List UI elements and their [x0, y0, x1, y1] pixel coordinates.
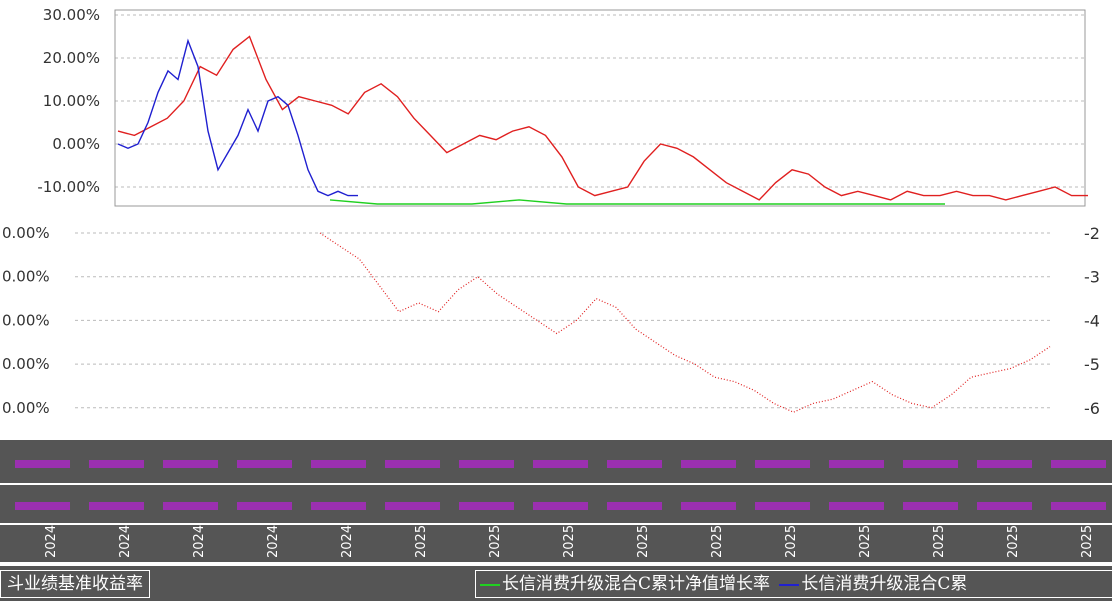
lower-left-tick-label: 0.00% [2, 355, 50, 373]
date-axis-svg: 2024 2024 2024 2024 2024 2025 2025 2025 2025 2025… [0, 460, 1112, 558]
date-axis-label: 2025 [488, 525, 503, 558]
lower-right-tick-label: -5 [1084, 355, 1100, 374]
legend-swatch-green [480, 583, 500, 586]
series-line-0 [117, 35, 1088, 201]
date-axis-label: 2025 [784, 525, 799, 558]
date-band-mark [533, 460, 588, 468]
date-axis-label: 2025 [562, 525, 577, 558]
date-band-mark [15, 502, 70, 510]
lower-left-y-axis: 0.00% 0.00% 0.00% 0.00% 0.00% [2, 224, 50, 417]
date-band-mark [385, 502, 440, 510]
upper-y-axis: 30.00% 20.00% 10.00% 0.00% -10.00% [37, 6, 100, 196]
date-band-mark [977, 460, 1032, 468]
date-band-mark [15, 460, 70, 468]
lower-left-tick-label: 0.00% [2, 268, 50, 286]
date-axis-label: 2025 [636, 525, 651, 558]
date-band-mark [533, 502, 588, 510]
date-band-mark [829, 502, 884, 510]
upper-plot-frame [114, 9, 1086, 207]
lower-right-tick-label: -2 [1084, 224, 1100, 243]
lower-right-tick-label: -3 [1084, 268, 1100, 287]
date-band-mark [311, 460, 366, 468]
date-band-mark [903, 460, 958, 468]
lower-left-tick-label: 0.00% [2, 399, 50, 417]
series-line-2 [329, 199, 945, 205]
date-axis-label: 2025 [1006, 525, 1021, 558]
date-band-mark [385, 460, 440, 468]
date-band-mark [311, 502, 366, 510]
date-axis-label: 2025 [710, 525, 725, 558]
date-band-mark [755, 460, 810, 468]
legend-benchmark-label: 斗业绩基准收益率 [0, 570, 150, 598]
legend-bar: 斗业绩基准收益率 长信消费升级混合C累计净值增长率 长信消费升级混合C累 [0, 566, 1112, 601]
date-band-mark [681, 502, 736, 510]
date-band-mark [903, 502, 958, 510]
date-axis-label: 2025 [858, 525, 873, 558]
series-line-1 [117, 38, 358, 197]
date-band-mark [89, 460, 144, 468]
date-band-mark [1051, 502, 1106, 510]
date-band-mark [237, 502, 292, 510]
date-axis-label: 2025 [932, 525, 947, 558]
date-band-mark [977, 502, 1032, 510]
legend-item-green: 长信消费升级混合C累计净值增长率 [502, 574, 771, 594]
date-band-mark [755, 502, 810, 510]
date-band-mark [681, 460, 736, 468]
date-band-mark [607, 460, 662, 468]
date-axis-label: 2025 [1080, 525, 1095, 558]
date-axis-label: 2024 [118, 525, 133, 558]
legend-swatch-blue [779, 583, 800, 586]
date-band-mark [607, 502, 662, 510]
lower-right-y-axis: -2 -3 -4 -5 -6 [1084, 224, 1100, 418]
lower-gridlines [75, 232, 1050, 409]
date-band-mark [1051, 460, 1106, 468]
date-axis-label: 2024 [192, 525, 207, 558]
date-band-mark [829, 460, 884, 468]
date-band-mark [237, 460, 292, 468]
upper-y-tick-label: 30.00% [43, 6, 100, 24]
lower-right-tick-label: -4 [1084, 311, 1100, 330]
date-axis-band: 2024 2024 2024 2024 2024 2025 2025 2025 2025 2025… [0, 440, 1112, 562]
upper-series-group [117, 35, 1088, 205]
date-band-mark [459, 460, 514, 468]
date-band-mark [163, 502, 218, 510]
date-band-mark [163, 460, 218, 468]
upper-y-tick-label: 0.00% [52, 135, 100, 153]
lower-right-tick-label: -6 [1084, 399, 1100, 418]
upper-y-tick-label: 20.00% [43, 49, 100, 67]
date-axis-label: 2024 [266, 525, 281, 558]
date-axis-label: 2025 [414, 525, 429, 558]
upper-y-tick-label: -10.00% [37, 178, 100, 196]
date-axis-label: 2024 [44, 525, 59, 558]
date-axis-label: 2024 [340, 525, 355, 558]
upper-y-tick-label: 10.00% [43, 92, 100, 110]
legend-item-blue: 长信消费升级混合C累 [801, 574, 968, 594]
lower-left-tick-label: 0.00% [2, 224, 50, 242]
date-band-mark [89, 502, 144, 510]
lower-left-tick-label: 0.00% [2, 311, 50, 329]
legend-series-items: 长信消费升级混合C累计净值增长率 长信消费升级混合C累 [475, 570, 1112, 598]
date-band-mark [459, 502, 514, 510]
